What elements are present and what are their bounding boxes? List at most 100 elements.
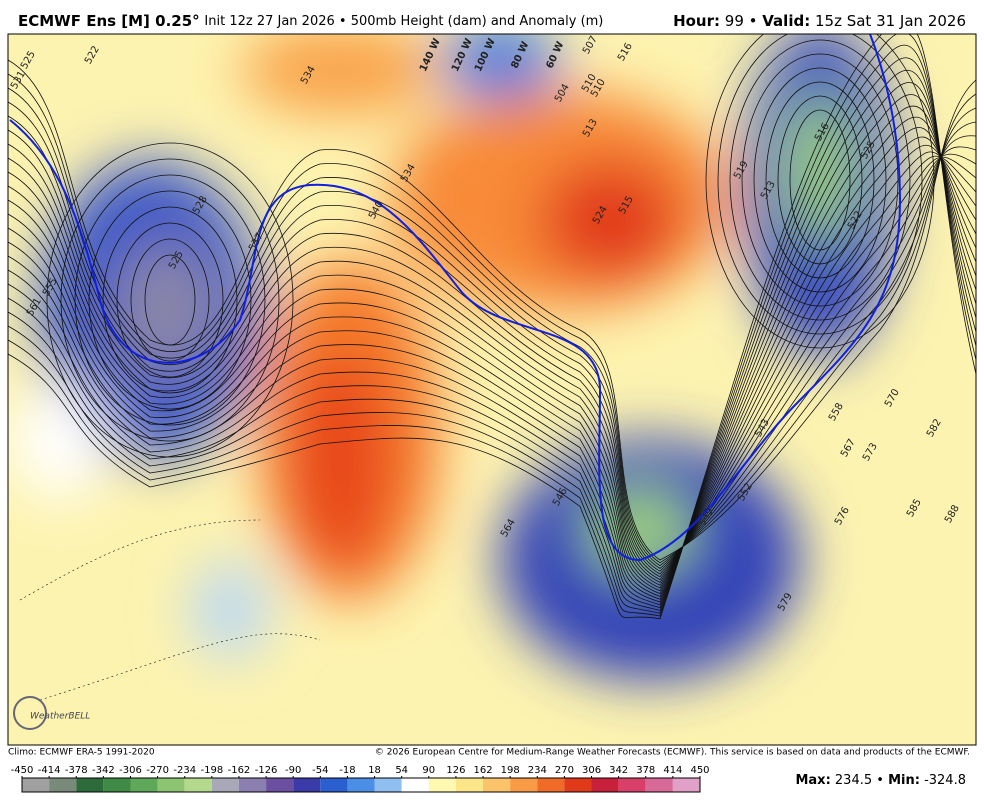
contour bbox=[8, 69, 976, 609]
colorbar-bin bbox=[564, 778, 592, 792]
colorbar-label: 414 bbox=[663, 765, 682, 776]
colorbar-label: 270 bbox=[555, 765, 574, 776]
contour bbox=[8, 94, 976, 603]
colorbar-label: -414 bbox=[38, 765, 61, 776]
colorbar-label: -198 bbox=[200, 765, 223, 776]
contour bbox=[8, 87, 976, 567]
colorbar-bin bbox=[591, 778, 619, 792]
colorbar-label: 126 bbox=[446, 765, 465, 776]
valid: 15z Sat 31 Jan 2026 bbox=[815, 12, 966, 30]
colorbar-label: 306 bbox=[582, 765, 601, 776]
colorbar-label: 162 bbox=[473, 765, 492, 776]
contour bbox=[8, 44, 976, 614]
colorbar-bin bbox=[645, 778, 673, 792]
colorbar-bin bbox=[455, 778, 484, 792]
hour-label: Hour: bbox=[673, 12, 720, 30]
contour bbox=[74, 174, 266, 426]
contour bbox=[717, 34, 923, 335]
contour bbox=[8, 59, 976, 561]
height-contours bbox=[8, 34, 976, 620]
contour bbox=[8, 144, 976, 589]
colorbar-frame bbox=[21, 777, 701, 793]
colorbar-bin bbox=[103, 778, 131, 792]
colorbar-bin bbox=[428, 778, 456, 792]
colorbar-bin bbox=[238, 778, 267, 792]
colorbar-label: -378 bbox=[65, 765, 88, 776]
colorbar-bin bbox=[293, 778, 321, 792]
colorbar-bin bbox=[374, 778, 402, 792]
colorbar-label: 450 bbox=[690, 765, 709, 776]
contour bbox=[144, 254, 196, 346]
contour bbox=[777, 95, 863, 265]
min: -324.8 bbox=[924, 773, 966, 788]
contour bbox=[88, 190, 252, 410]
colorbar-label: -450 bbox=[11, 765, 34, 776]
contour bbox=[8, 155, 976, 583]
colorbar-bin bbox=[618, 778, 646, 792]
colorbar-bin bbox=[157, 778, 185, 792]
colorbar-label: 198 bbox=[501, 765, 520, 776]
colorbar-label: -162 bbox=[228, 765, 251, 776]
colorbar-label: 54 bbox=[395, 765, 408, 776]
contour bbox=[753, 67, 887, 293]
contour-540 bbox=[9, 34, 902, 562]
colorbar-label: -90 bbox=[285, 765, 301, 776]
contour bbox=[741, 53, 899, 307]
contour bbox=[102, 206, 238, 394]
title: ECMWF Ens [M] 0.25° Init 12z 27 Jan 2026… bbox=[18, 12, 603, 30]
contour bbox=[8, 116, 976, 597]
separator: • bbox=[876, 773, 884, 788]
colorbar-bin bbox=[672, 778, 700, 792]
colorbar-bin bbox=[483, 778, 511, 792]
contour bbox=[789, 109, 851, 251]
colorbar-bin bbox=[510, 778, 538, 792]
colorbar-bin bbox=[130, 778, 158, 792]
colorbar-label: 342 bbox=[609, 765, 628, 776]
colorbar-label: 234 bbox=[528, 765, 547, 776]
colorbar-bin bbox=[320, 778, 348, 792]
valid-label: Valid: bbox=[762, 12, 810, 30]
contour bbox=[8, 136, 976, 592]
hour: 99 • bbox=[725, 12, 758, 30]
graticule bbox=[19, 519, 321, 701]
contour bbox=[8, 82, 976, 606]
colorbar-bin bbox=[347, 778, 375, 792]
colorbar-label: -54 bbox=[312, 765, 328, 776]
logo-text: WeatherBELL bbox=[30, 712, 90, 722]
contour bbox=[765, 81, 875, 279]
colorbar-label: -234 bbox=[173, 765, 196, 776]
logo: WeatherBELL bbox=[13, 696, 90, 730]
colorbar-label: -270 bbox=[146, 765, 169, 776]
colorbar-label: 18 bbox=[368, 765, 381, 776]
max-label: Max: bbox=[795, 773, 830, 788]
min-label: Min: bbox=[888, 773, 920, 788]
colorbar-bin bbox=[76, 778, 104, 792]
map-frame bbox=[7, 33, 977, 746]
contour bbox=[8, 127, 976, 595]
contour bbox=[8, 57, 976, 611]
colorbar-bin bbox=[537, 778, 565, 792]
colorbar-label: 378 bbox=[636, 765, 655, 776]
valid-time: Hour: 99 • Valid: 15z Sat 31 Jan 2026 bbox=[673, 12, 966, 30]
colorbar-bin bbox=[266, 778, 294, 792]
max: 234.5 bbox=[835, 773, 872, 788]
colorbar-label: -126 bbox=[255, 765, 278, 776]
contour bbox=[8, 129, 976, 575]
description: Init 12z 27 Jan 2026 • 500mb Height (dam… bbox=[204, 14, 603, 29]
contour bbox=[705, 34, 935, 349]
contour bbox=[46, 142, 294, 458]
colorbar-bin bbox=[401, 778, 429, 792]
contour bbox=[8, 115, 976, 572]
colorbar-bin bbox=[211, 778, 239, 792]
contour bbox=[8, 73, 976, 564]
contour bbox=[60, 158, 280, 442]
contour bbox=[8, 34, 976, 620]
colorbar-bin bbox=[49, 778, 77, 792]
contour bbox=[116, 222, 224, 378]
contour bbox=[729, 39, 911, 321]
colorbar-label: -306 bbox=[119, 765, 142, 776]
climo: Climo: ECMWF ERA-5 1991-2020 bbox=[8, 748, 155, 758]
